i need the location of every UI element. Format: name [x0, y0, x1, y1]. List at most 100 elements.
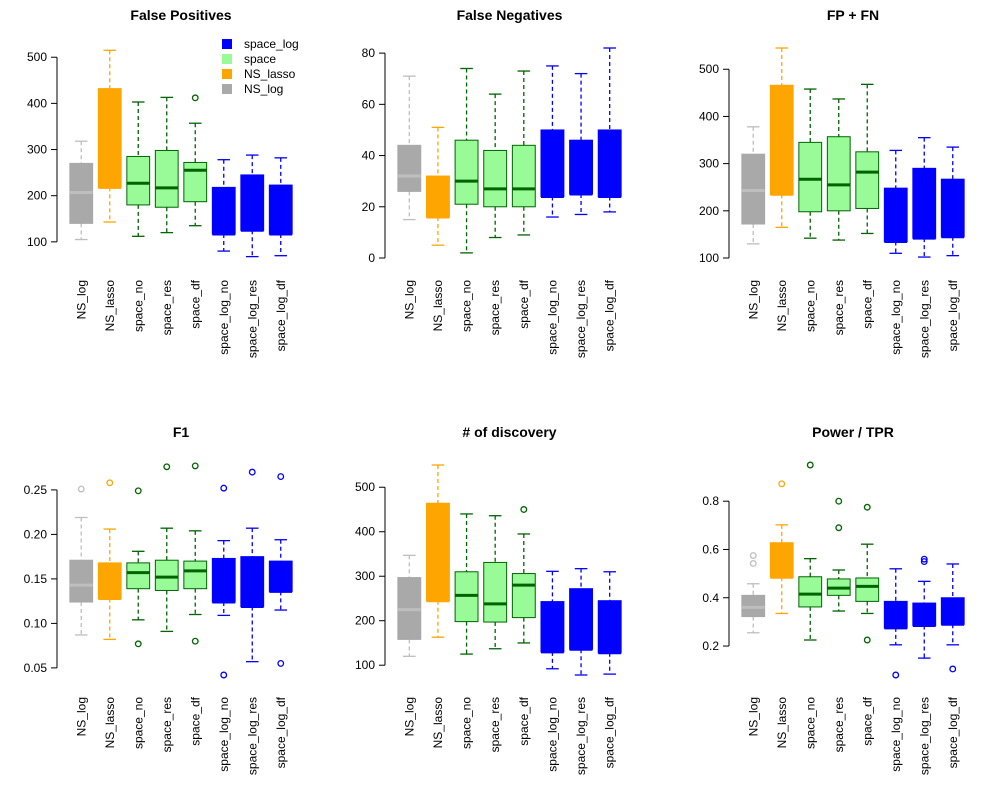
x-category-label: NS_log: [402, 697, 416, 736]
box-iqr: [97, 562, 122, 599]
outlier-point: [806, 461, 814, 469]
y-tick-label: 100: [699, 251, 719, 265]
y-tick-label: 500: [355, 480, 375, 494]
panel-4: F1 0.05 0.10 0.15 0.20 0.25 NS_log NS_lasso spac…: [24, 424, 293, 775]
outlier-point: [134, 487, 142, 495]
x-category-label: space_no: [460, 280, 474, 332]
x-category-label: NS_lasso: [775, 697, 789, 749]
y-tick-label: 0.2: [702, 639, 719, 653]
outlier-point: [163, 463, 171, 471]
outlier-point: [835, 524, 843, 532]
box-space_log_no: [883, 568, 908, 679]
box-space_log_res: [569, 568, 594, 676]
y-tick-label: 500: [699, 62, 719, 76]
x-category-label: space_log_df: [946, 696, 960, 768]
panel-title: FP + FN: [827, 7, 879, 23]
x-category-label: space_res: [832, 280, 846, 335]
box-space_no: [126, 487, 151, 648]
box-space_df: [183, 94, 208, 227]
y-tick-label: 40: [362, 149, 376, 163]
outlier-point: [220, 671, 228, 679]
legend-swatch: [222, 69, 232, 79]
x-category-label: space_log_no: [217, 280, 231, 355]
x-category-label: space_log_res: [245, 280, 259, 358]
y-tick-label: 400: [27, 96, 47, 110]
box-iqr: [912, 602, 937, 627]
legend-label: NS_lasso: [244, 67, 296, 81]
x-category-label: NS_log: [746, 280, 760, 319]
box-space_df: [511, 506, 536, 644]
y-tick-label: 300: [699, 157, 719, 171]
box-iqr: [154, 149, 179, 208]
box-iqr: [454, 139, 479, 205]
y-tick-label: 400: [699, 109, 719, 123]
box-NS_log: [741, 126, 766, 245]
box-space_log_res: [912, 137, 937, 258]
box-iqr: [483, 561, 508, 623]
outlier-point: [892, 671, 900, 679]
x-category-label: NS_log: [74, 697, 88, 736]
legend-swatch: [222, 84, 232, 94]
y-tick-label: 0.15: [24, 572, 48, 586]
x-category-label: space_no: [460, 697, 474, 749]
box-iqr: [240, 174, 265, 231]
x-category-label: NS_log: [402, 280, 416, 319]
box-iqr: [597, 129, 622, 198]
x-category-label: space_log_df: [274, 279, 288, 351]
box-space_res: [483, 515, 508, 650]
panel-2: False Negatives 0 20 40 60 80 NS_log NS_lasso sp…: [362, 7, 622, 358]
box-iqr: [211, 186, 236, 235]
box-iqr: [126, 562, 151, 590]
box-space_res: [826, 497, 851, 612]
box-iqr: [69, 559, 94, 603]
box-space_log_res: [912, 555, 937, 659]
outlier-point: [920, 558, 928, 566]
box-NS_log: [69, 140, 94, 241]
y-tick-label: 100: [27, 235, 47, 249]
x-category-label: NS_log: [746, 697, 760, 736]
box-iqr: [769, 84, 794, 195]
box-iqr: [940, 178, 965, 238]
panel-title: Power / TPR: [812, 424, 894, 440]
outlier-point: [920, 555, 928, 563]
box-space_no: [126, 101, 151, 237]
y-tick-label: 300: [355, 569, 375, 583]
box-space_log_no: [540, 65, 565, 218]
panel-5: # of discovery 100 200 300 400 500 NS_log NS_la…: [355, 424, 622, 775]
box-space_log_df: [268, 157, 293, 257]
box-iqr: [769, 542, 794, 578]
y-tick-label: 0.05: [24, 661, 48, 675]
box-iqr: [268, 184, 293, 235]
box-iqr: [855, 577, 880, 602]
x-category-label: space_log_res: [245, 697, 259, 775]
x-category-label: space_df: [517, 279, 531, 328]
x-category-label: space_df: [188, 279, 202, 328]
x-category-label: space_log_no: [545, 697, 559, 772]
outlier-point: [520, 506, 528, 513]
box-iqr: [940, 597, 965, 625]
outlier-point: [277, 659, 285, 667]
box-space_df: [855, 503, 880, 644]
box-space_res: [154, 96, 179, 234]
outlier-point: [77, 485, 85, 493]
box-space_log_res: [240, 154, 265, 258]
outlier-point: [863, 636, 871, 644]
box-NS_log: [397, 75, 422, 221]
y-tick-label: 400: [355, 525, 375, 539]
y-tick-label: 300: [27, 143, 47, 157]
outlier-point: [749, 552, 757, 559]
box-space_no: [454, 67, 479, 254]
x-category-label: space_res: [160, 280, 174, 335]
box-iqr: [798, 141, 823, 213]
box-iqr: [397, 144, 422, 192]
x-category-label: space_log_no: [889, 280, 903, 355]
box-iqr: [540, 129, 565, 198]
box-space_log_df: [597, 571, 622, 675]
box-space_log_df: [940, 146, 965, 257]
box-iqr: [511, 144, 536, 208]
box-space_log_res: [240, 468, 265, 663]
x-category-label: NS_lasso: [775, 280, 789, 332]
x-category-label: space_df: [860, 696, 874, 745]
box-space_res: [826, 98, 851, 241]
